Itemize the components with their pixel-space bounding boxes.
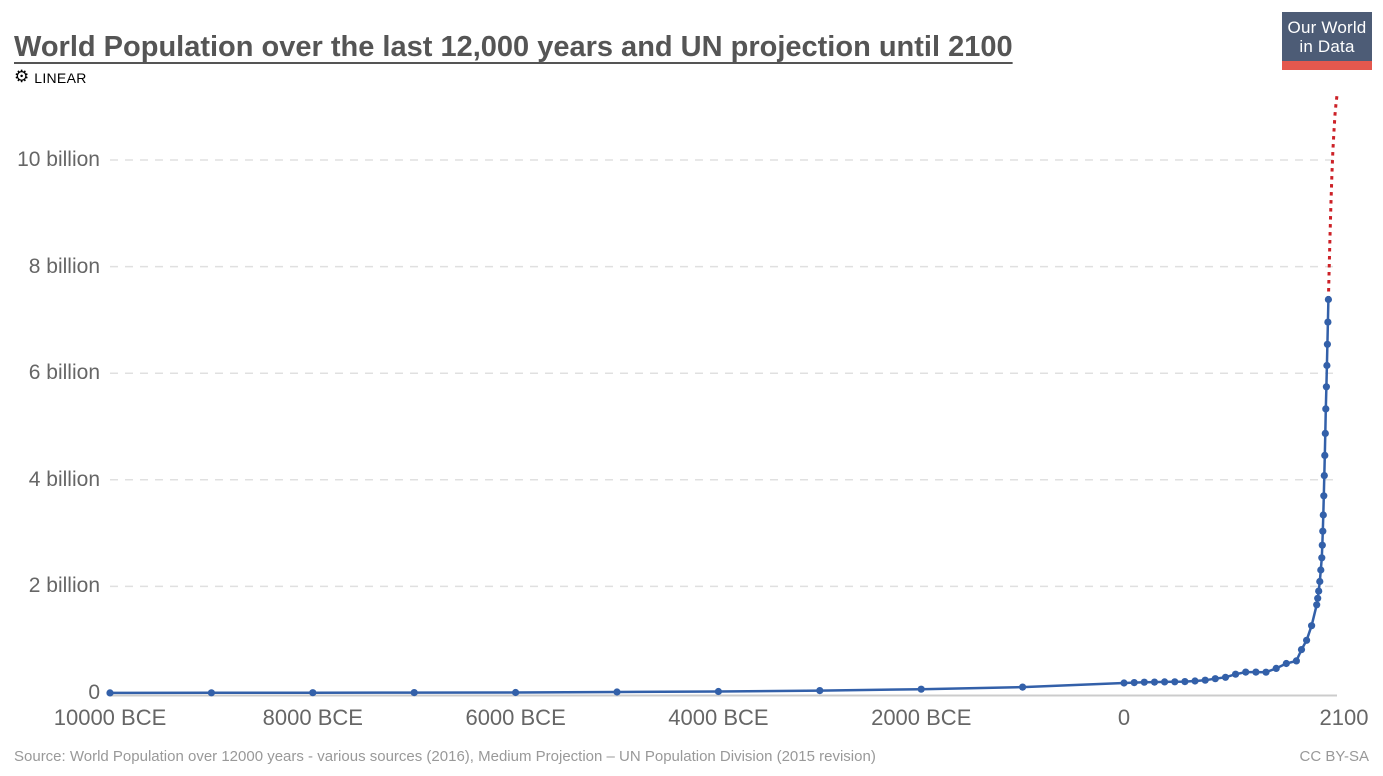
data-point-marker bbox=[1262, 668, 1270, 676]
data-point-marker bbox=[1313, 601, 1321, 609]
data-point-marker bbox=[1322, 383, 1330, 391]
data-point-marker bbox=[410, 689, 418, 697]
data-point-marker bbox=[1150, 678, 1159, 686]
owid-logo-line2: in Data bbox=[1299, 36, 1355, 56]
data-point-marker bbox=[1242, 668, 1250, 676]
data-point-marker bbox=[1320, 472, 1328, 480]
data-point-marker bbox=[1316, 577, 1324, 586]
data-point-marker bbox=[1318, 541, 1326, 549]
gridlines bbox=[110, 159, 1337, 588]
data-point-marker bbox=[1318, 554, 1326, 562]
data-point-marker bbox=[1321, 429, 1329, 437]
source-note: Source: World Population over 12000 year… bbox=[14, 748, 876, 765]
data-point-marker bbox=[1321, 451, 1329, 459]
series-line bbox=[108, 298, 1330, 695]
data-point-marker bbox=[1314, 594, 1322, 602]
data-point-marker bbox=[1319, 511, 1327, 519]
data-point-marker bbox=[1272, 664, 1280, 673]
owid-logo-line1: Our World bbox=[1287, 17, 1367, 37]
series-observed bbox=[106, 295, 1332, 697]
data-point-marker bbox=[1181, 678, 1189, 686]
data-point-marker bbox=[714, 687, 723, 696]
data-point-marker bbox=[207, 689, 215, 697]
data-point-marker bbox=[1201, 676, 1209, 684]
data-point-marker bbox=[1120, 679, 1128, 687]
owid-logo-stripe bbox=[1282, 61, 1372, 70]
data-point-marker bbox=[1323, 361, 1331, 370]
data-point-marker bbox=[1315, 587, 1323, 595]
data-point-marker bbox=[917, 685, 925, 693]
data-point-marker bbox=[1317, 566, 1325, 574]
data-point-marker bbox=[511, 688, 520, 697]
data-point-marker bbox=[1252, 668, 1260, 676]
data-point-marker bbox=[1308, 622, 1316, 630]
data-point-marker bbox=[1320, 492, 1328, 500]
data-point-marker bbox=[1324, 295, 1332, 304]
data-point-marker bbox=[1292, 657, 1300, 665]
data-point-marker bbox=[1319, 527, 1327, 535]
data-point-marker bbox=[1171, 678, 1179, 686]
data-point-marker bbox=[1191, 677, 1199, 685]
data-point-marker bbox=[106, 689, 114, 697]
data-point-marker bbox=[1324, 318, 1332, 326]
series-projection bbox=[1326, 95, 1339, 300]
data-point-marker bbox=[1211, 675, 1219, 683]
data-point-marker bbox=[1282, 659, 1290, 668]
data-point-marker bbox=[1303, 636, 1311, 644]
data-point-marker bbox=[1297, 646, 1306, 654]
scale-toggle-button[interactable]: ⚙ LINEAR bbox=[14, 69, 87, 86]
series-line bbox=[1326, 95, 1339, 300]
data-point-marker bbox=[613, 688, 621, 696]
data-point-marker bbox=[1322, 405, 1330, 413]
owid-logo-text: Our World in Data bbox=[1282, 12, 1372, 61]
data-point-marker bbox=[1161, 678, 1169, 686]
data-point-marker bbox=[1019, 683, 1027, 691]
gear-icon: ⚙ bbox=[14, 67, 30, 87]
license-label: CC BY-SA bbox=[1299, 748, 1369, 765]
data-point-marker bbox=[1140, 678, 1148, 686]
page-title: World Population over the last 12,000 ye… bbox=[14, 31, 1013, 64]
data-point-marker bbox=[309, 689, 317, 697]
data-point-marker bbox=[1232, 670, 1240, 678]
data-point-marker bbox=[816, 687, 824, 695]
data-point-marker bbox=[1221, 673, 1230, 681]
owid-logo: Our World in Data bbox=[1282, 12, 1372, 70]
scale-toggle-label: LINEAR bbox=[34, 69, 87, 86]
data-point-marker bbox=[1130, 679, 1138, 687]
data-point-marker bbox=[1323, 340, 1331, 348]
